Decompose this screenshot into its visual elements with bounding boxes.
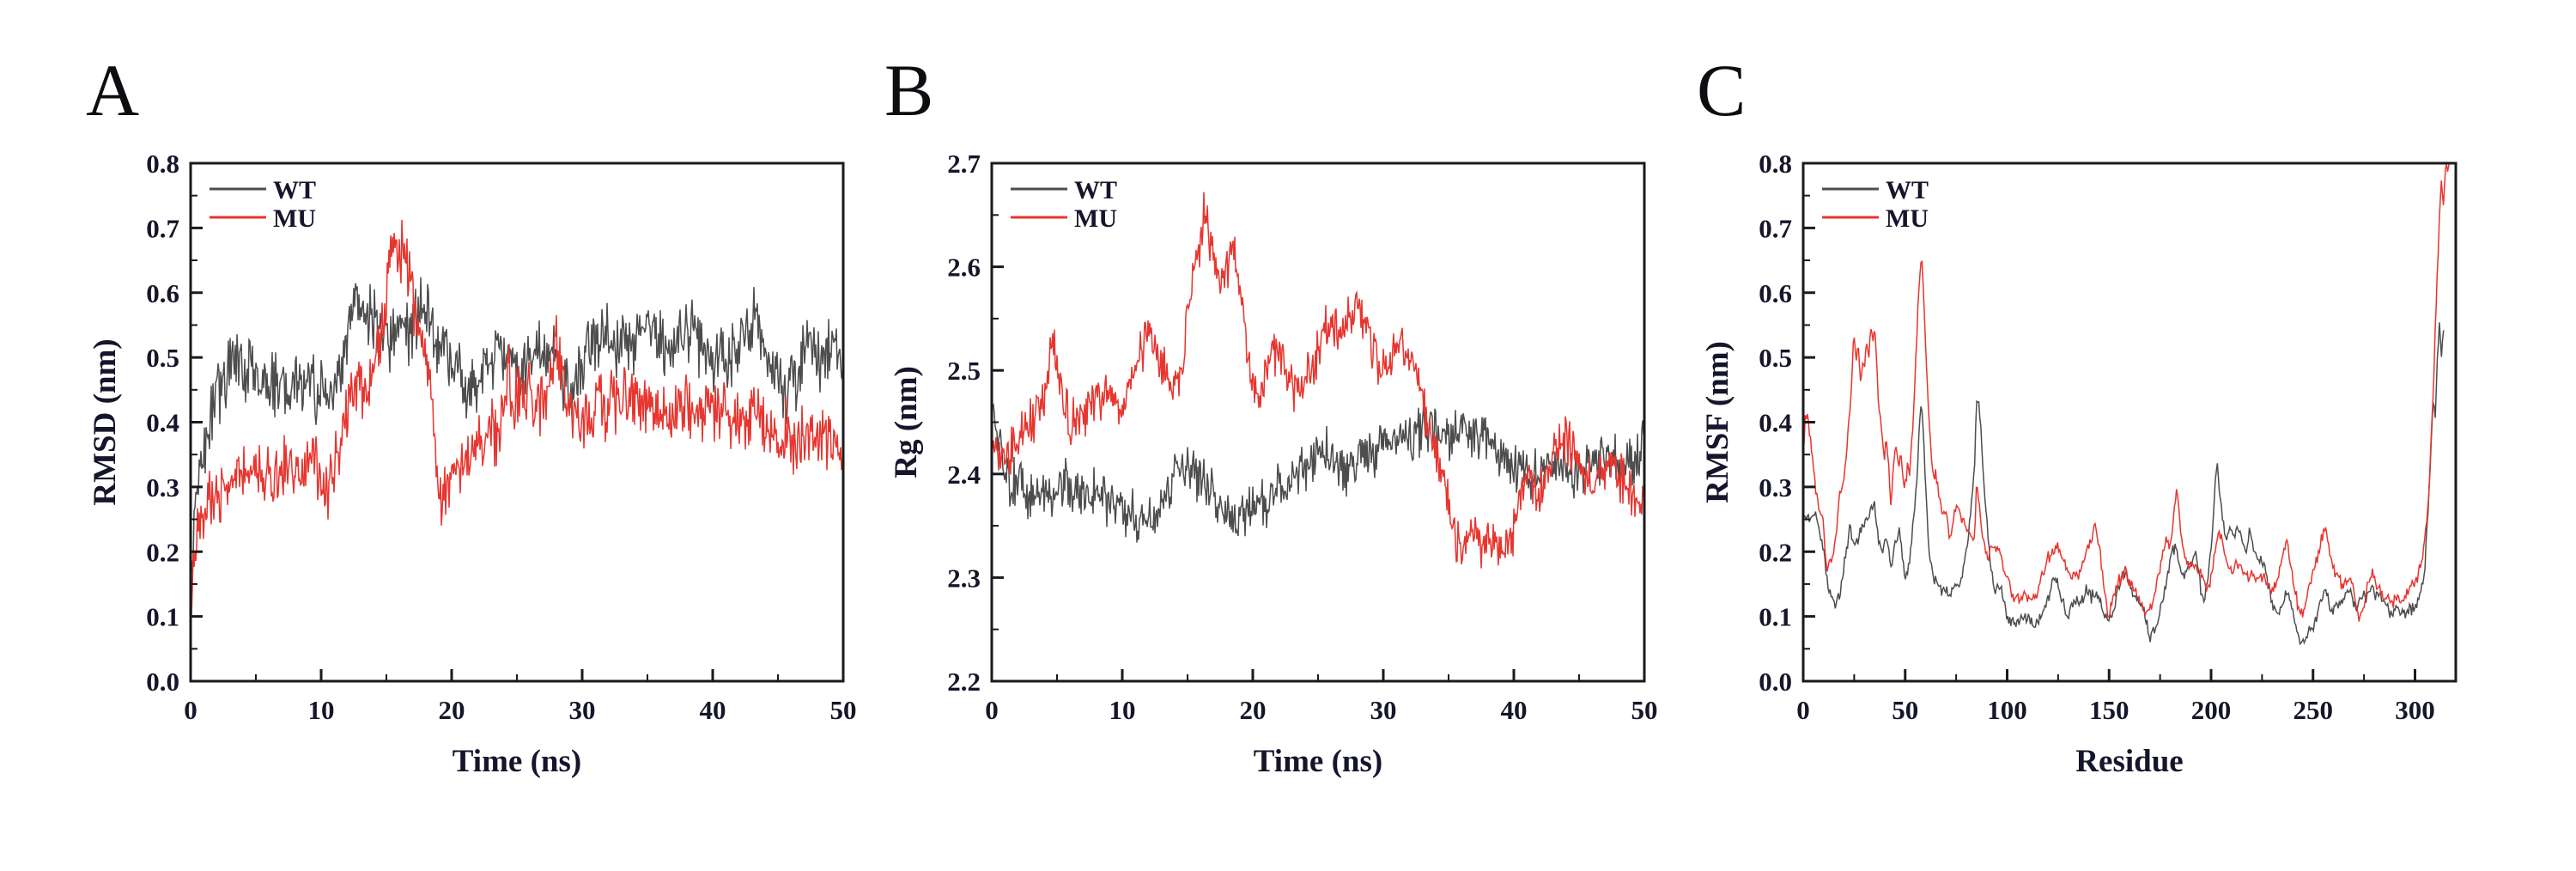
x-tick-label: 50: [1631, 695, 1658, 725]
y-axis-title: RMSF (nm): [1700, 341, 1735, 503]
panel-label-b: B: [884, 49, 934, 131]
y-tick-label: 0.7: [146, 213, 179, 243]
y-axis-title: Rg (nm): [889, 366, 924, 478]
x-tick-label: 150: [2089, 695, 2129, 725]
y-tick-label: 0.3: [146, 472, 179, 502]
x-tick-label: 40: [1501, 695, 1528, 725]
y-tick-label: 0.3: [1759, 472, 1792, 502]
panel-label-c: C: [1697, 49, 1747, 131]
x-tick-label: 30: [569, 695, 596, 725]
y-tick-label: 2.4: [947, 460, 981, 490]
x-tick-label: 50: [1892, 695, 1918, 725]
panel-c-chart: 0 50 100 150 200 250 300 0.0 0.1 0.2 0.3 0.4 0.5 0.6 0…: [1700, 149, 2458, 779]
x-tick-label: 20: [439, 695, 465, 725]
x-tick-label: 20: [1240, 695, 1267, 725]
x-axis-title: Time (ns): [1254, 744, 1382, 779]
y-tick-label: 2.7: [947, 149, 981, 179]
legend-label: WT: [1074, 176, 1117, 204]
y-tick-label: 0.0: [1759, 667, 1792, 697]
legend-label: MU: [1074, 204, 1117, 233]
panel-label-a: A: [86, 49, 140, 131]
plot-border: [990, 161, 1646, 683]
x-tick-label: 200: [2191, 695, 2232, 725]
x-tick-label: 0: [1796, 695, 1810, 725]
y-tick-label: 0.4: [146, 408, 179, 438]
y-tick-label: 2.6: [947, 253, 981, 283]
legend-label: WT: [1886, 176, 1929, 204]
wt-series-line: [1803, 322, 2445, 646]
wt-series-line: [992, 388, 1644, 543]
y-tick-label: 0.4: [1759, 408, 1792, 438]
x-axis-title: Residue: [2075, 744, 2183, 779]
y-tick-label: 2.2: [947, 667, 981, 697]
x-tick-label: 250: [2293, 695, 2334, 725]
x-tick-label: 100: [1987, 695, 2027, 725]
y-tick-label: 0.5: [146, 343, 179, 373]
x-tick-label: 50: [830, 695, 857, 725]
mu-series-line: [191, 219, 843, 617]
wt-series-line: [191, 277, 843, 586]
y-tick-label: 0.1: [146, 602, 179, 632]
x-tick-label: 10: [1109, 695, 1136, 725]
y-tick-label: 2.3: [947, 563, 981, 593]
y-tick-label: 2.5: [947, 356, 981, 386]
y-tick-label: 0.6: [1759, 278, 1792, 308]
x-tick-label: 10: [308, 695, 335, 725]
y-tick-label: 0.5: [1759, 343, 1792, 373]
y-axis-title: RMSD (nm): [88, 338, 123, 505]
y-tick-label: 0.0: [146, 667, 179, 697]
panel-b-chart: 0 10 20 30 40 50 2.2 2.3 2.4 2.5 2.6 2.7 Time (ns) Rg…: [889, 149, 1658, 779]
x-tick-label: 0: [985, 695, 999, 725]
y-tick-label: 0.8: [1759, 149, 1792, 179]
y-tick-label: 0.8: [146, 149, 179, 179]
y-tick-label: 0.2: [146, 537, 179, 567]
legend-label: MU: [273, 204, 316, 233]
mu-series-line: [1803, 163, 2450, 622]
y-tick-label: 0.2: [1759, 537, 1792, 567]
panel-a-chart: 0 10 20 30 40 50 0.0 0.1 0.2 0.3 0.4 0.5 0.6 0.7 0.8 Ti…: [88, 149, 857, 779]
y-tick-label: 0.7: [1759, 213, 1792, 243]
y-tick-label: 0.6: [146, 278, 179, 308]
x-tick-label: 300: [2395, 695, 2435, 725]
x-tick-label: 0: [184, 695, 197, 725]
x-tick-label: 30: [1370, 695, 1397, 725]
mu-series-line: [992, 192, 1644, 569]
x-tick-label: 40: [700, 695, 726, 725]
x-axis-title: Time (ns): [453, 744, 581, 779]
legend-label: WT: [273, 176, 316, 204]
legend-label: MU: [1886, 204, 1929, 233]
y-tick-label: 0.1: [1759, 602, 1792, 632]
